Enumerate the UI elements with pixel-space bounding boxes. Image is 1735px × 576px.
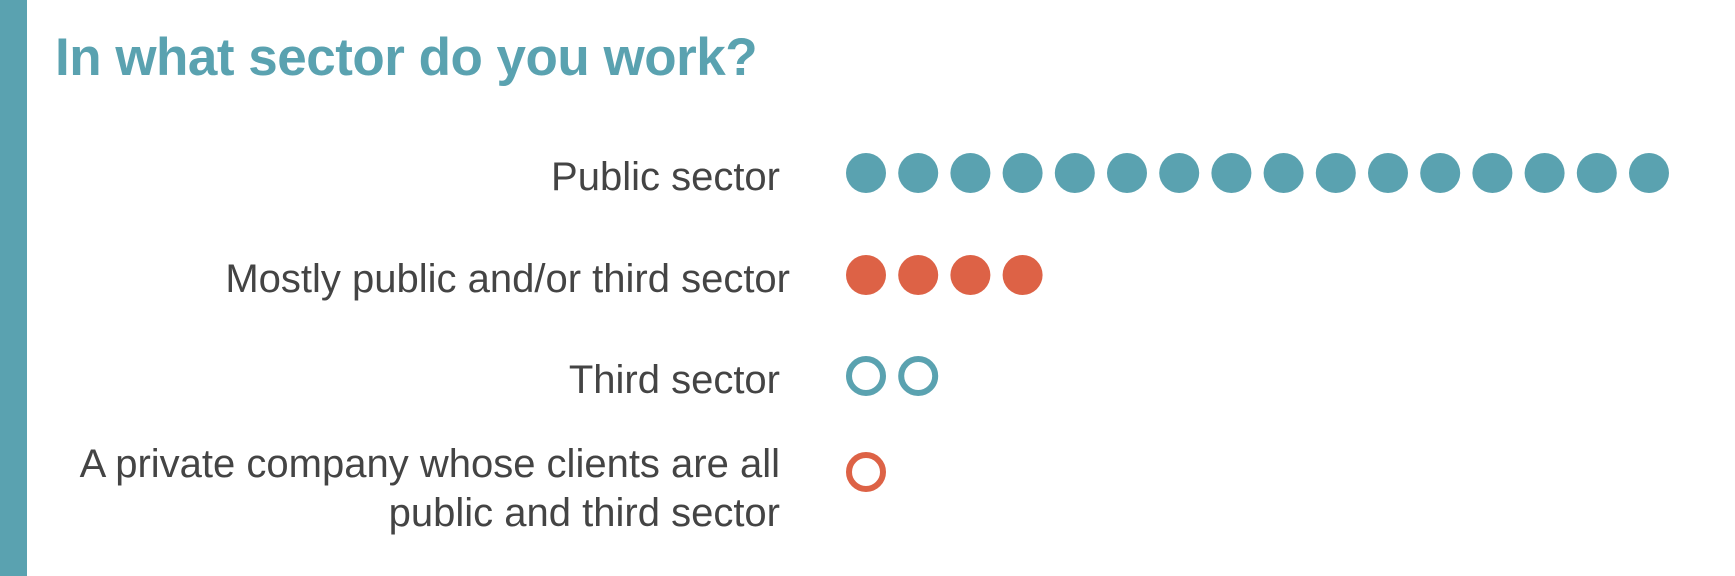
left-accent-bar <box>0 0 27 576</box>
dot-1-12 <box>1420 153 1461 193</box>
dot-1-7 <box>1159 153 1200 193</box>
dot-1-4 <box>1002 153 1043 193</box>
dot-1-11 <box>1368 153 1408 193</box>
dot-2-4 <box>1002 255 1043 295</box>
dot-1-2 <box>898 153 939 193</box>
dot-4-1 <box>846 452 886 492</box>
row-label-private-company: A private company whose clients are all … <box>79 442 780 535</box>
dot-2-1 <box>846 255 886 295</box>
dot-1-10 <box>1315 153 1356 193</box>
dot-1-6 <box>1107 153 1147 193</box>
dot-3-2 <box>898 356 939 396</box>
row-label-public-sector: Public sector <box>551 155 780 199</box>
dot-1-3 <box>950 153 991 193</box>
dot-1-9 <box>1263 153 1304 193</box>
row-label-third-sector: Third sector <box>568 358 780 402</box>
dot-1-16 <box>1629 153 1669 193</box>
dot-2-2 <box>898 255 939 295</box>
dot-2-3 <box>950 255 991 295</box>
dot-1-5 <box>1054 153 1095 193</box>
row-label-mostly-public-third: Mostly public and/or third sector <box>225 257 790 301</box>
dot-1-15 <box>1576 153 1617 193</box>
chart-title: In what sector do you work? <box>55 28 758 87</box>
dot-1-14 <box>1524 153 1565 193</box>
dot-1-13 <box>1472 153 1513 193</box>
dot-1-8 <box>1211 153 1252 193</box>
dot-3-1 <box>846 356 886 396</box>
dot-1-1 <box>846 153 886 193</box>
